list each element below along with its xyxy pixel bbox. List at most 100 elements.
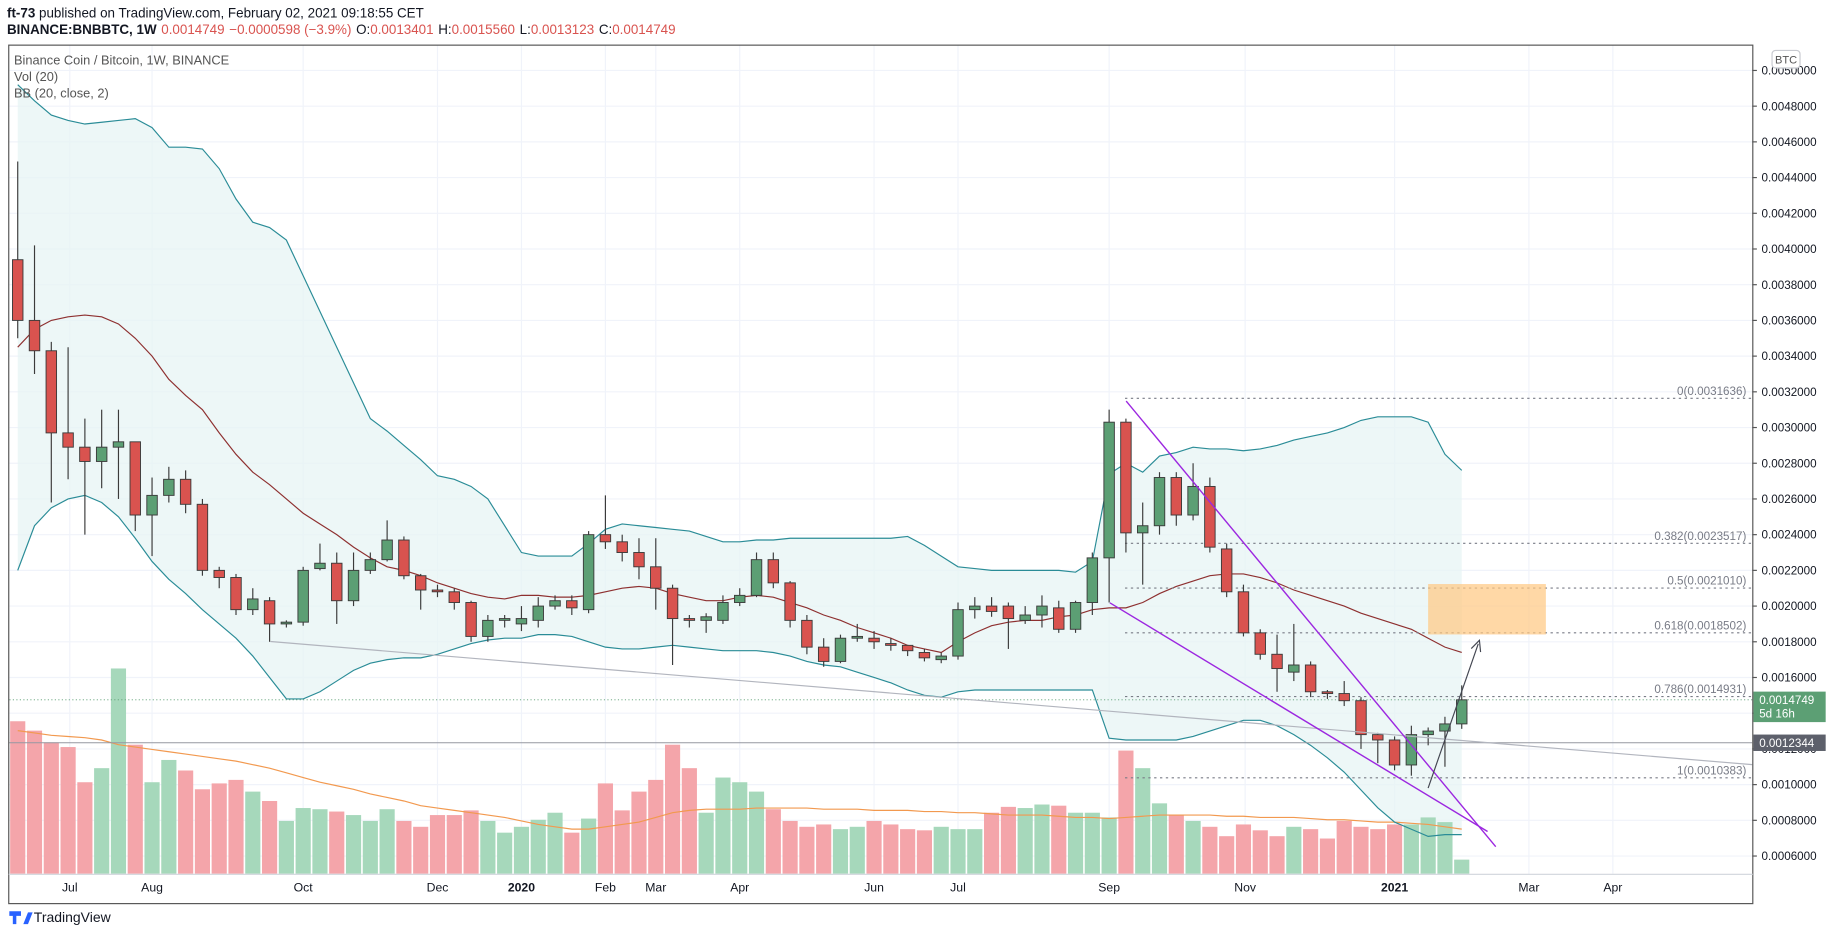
volume-bar — [480, 820, 496, 874]
published: published on TradingView.com, February 0… — [35, 6, 424, 21]
volume-bar — [329, 811, 345, 874]
candle-body — [750, 559, 763, 596]
candle-body — [247, 598, 259, 611]
ohlc-value: 0.0013401 — [370, 22, 433, 37]
y-tick-label: 0.0028000 — [1762, 457, 1818, 470]
volume-bar — [1336, 820, 1352, 874]
fib-label: 1(0.0010383) — [1677, 764, 1746, 777]
candle-body — [851, 635, 863, 639]
candle-body — [414, 575, 427, 591]
candle-body — [1120, 421, 1132, 534]
volume-bar — [194, 789, 210, 874]
volume-bar — [211, 783, 227, 874]
candle-body — [801, 619, 813, 648]
y-tick-label: 0.0008000 — [1762, 814, 1818, 827]
volume-bar — [732, 782, 748, 874]
candle-body — [599, 534, 612, 543]
candle-body — [314, 562, 326, 570]
volume-bar — [245, 791, 261, 874]
candle-body — [1254, 632, 1266, 655]
x-tick-label: Apr — [1603, 880, 1622, 894]
x-tick-label: Jun — [864, 880, 884, 894]
candle-body — [885, 643, 897, 646]
candle-body — [431, 589, 444, 593]
volume-bar — [1286, 826, 1302, 874]
ohlc-key: L: — [520, 22, 531, 37]
volume-bar — [1269, 836, 1285, 874]
volume-bar — [782, 820, 798, 874]
volume-bar — [614, 810, 630, 874]
volume-bar — [345, 815, 362, 874]
volume-ma-line — [17, 730, 1462, 830]
x-tick-label: Mar — [1518, 880, 1539, 894]
legend-entry: Binance Coin / Bitcoin, 1W, BINANCE — [14, 52, 230, 67]
candle-body — [582, 534, 595, 611]
candle-body — [163, 478, 175, 496]
volume-bar — [362, 820, 378, 874]
y-tick-label: 0.0048000 — [1762, 100, 1818, 113]
volume-bar — [161, 759, 177, 874]
candle-body — [1136, 525, 1149, 534]
volume-bar — [278, 820, 294, 874]
y-tick-label: 0.0032000 — [1762, 386, 1818, 399]
candle-body — [532, 605, 544, 621]
volume-bar — [10, 721, 26, 874]
level-badge — [1753, 734, 1826, 751]
x-tick-label: Apr — [730, 880, 749, 894]
candle-body — [1187, 485, 1199, 516]
bb-fill — [17, 84, 1462, 837]
fib-label: 0.382(0.0023517) — [1654, 530, 1746, 543]
x-tick-label: Oct — [294, 880, 314, 894]
candle-body — [549, 600, 561, 607]
candle-body — [213, 569, 225, 578]
volume-bar — [295, 808, 311, 874]
candle-body — [79, 446, 91, 462]
volume-bar — [547, 812, 563, 874]
volume-bar — [1403, 824, 1419, 874]
candle-body — [196, 503, 209, 571]
candle-body — [62, 432, 74, 448]
candle-body — [465, 602, 477, 637]
candle-body — [918, 652, 931, 659]
candle-body — [263, 600, 276, 625]
x-tick-label: Feb — [595, 880, 616, 894]
x-tick-label: Jul — [62, 880, 78, 894]
volume-bar — [77, 782, 93, 874]
level-label: 0.0012344 — [1759, 737, 1815, 750]
x-tick-label: 2021 — [1381, 880, 1408, 894]
y-tick-label: 0.0018000 — [1762, 636, 1818, 649]
last-price-label: 0.0014749 — [1759, 694, 1814, 707]
volume-bar — [43, 742, 59, 874]
volume-bar — [581, 818, 597, 874]
volume-bar — [127, 744, 143, 874]
y-tick-label: 0.0036000 — [1762, 314, 1818, 327]
volume-bar — [681, 768, 697, 874]
legend-entry: BB (20, close, 2) — [14, 85, 109, 100]
candle-body — [1422, 730, 1434, 736]
fib-label: 0.618(0.0018502) — [1654, 619, 1746, 632]
x-tick-label: Aug — [141, 880, 163, 894]
y-tick-label: 0.0046000 — [1762, 136, 1818, 149]
candle-body — [1153, 477, 1166, 527]
fib-label: 0.5(0.0021010) — [1667, 574, 1746, 587]
trend-line — [270, 640, 1753, 766]
candle-body — [230, 577, 242, 611]
volume-bar — [967, 829, 983, 874]
candle-body — [834, 637, 847, 662]
x-tick-label: Nov — [1234, 880, 1257, 894]
volume-bar — [1386, 824, 1403, 874]
volume-bar — [799, 826, 815, 874]
candle-body — [952, 609, 964, 657]
candle-body — [901, 644, 914, 652]
candle-body — [398, 539, 410, 577]
candle-body — [179, 478, 192, 505]
volume-bar — [866, 820, 882, 874]
candle-body — [1439, 723, 1451, 732]
volume-bar — [1235, 824, 1252, 874]
volume-bar — [228, 779, 244, 874]
y-tick-label: 0.0022000 — [1762, 564, 1818, 577]
last: 0.0014749 — [161, 22, 224, 37]
volume-bar — [1118, 750, 1134, 874]
